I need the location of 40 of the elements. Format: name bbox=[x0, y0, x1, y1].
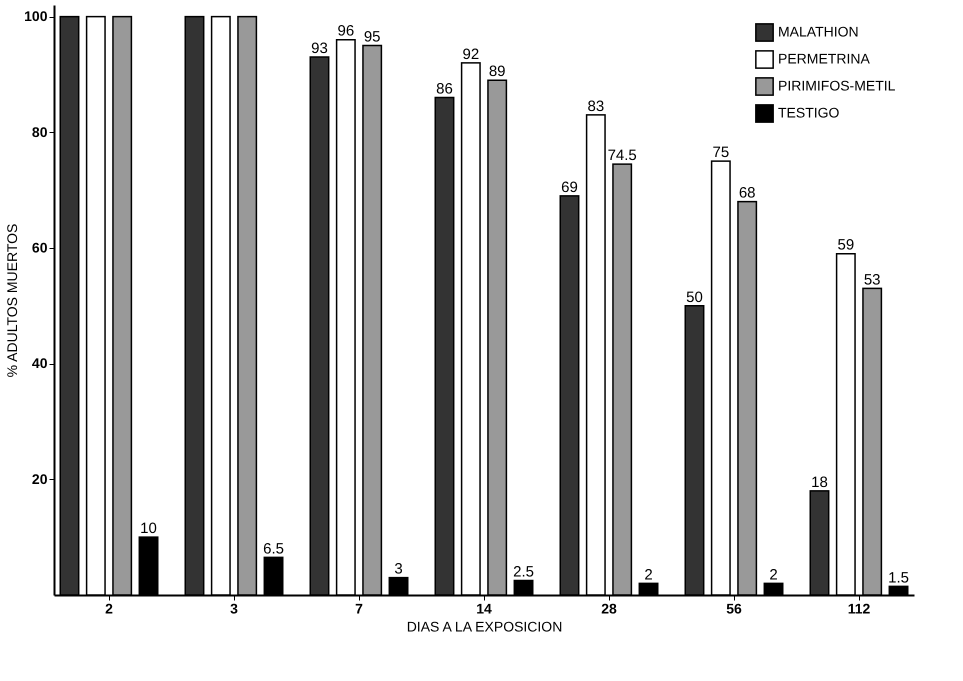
data-label: 74.5 bbox=[608, 147, 637, 164]
y-tick-label: 100 bbox=[24, 8, 48, 24]
x-tick-label: 3 bbox=[230, 600, 238, 616]
data-label: 18 bbox=[811, 474, 828, 491]
data-label: 1.5 bbox=[888, 569, 909, 586]
data-label: 93 bbox=[311, 40, 328, 58]
data-label: 68 bbox=[738, 184, 756, 202]
data-label: 53 bbox=[864, 271, 881, 288]
legend-label: PERMETRINA bbox=[778, 50, 870, 66]
data-label: 89 bbox=[488, 63, 506, 80]
data-label: 92 bbox=[462, 46, 480, 63]
legend-label: MALATHION bbox=[778, 24, 859, 40]
data-label: 69 bbox=[561, 178, 578, 196]
data-label: 96 bbox=[337, 22, 354, 40]
data-label: 59 bbox=[837, 236, 854, 254]
data-label: 75 bbox=[712, 144, 730, 162]
y-axis-title: % ADULTOS MUERTOS bbox=[4, 224, 20, 378]
x-tick-label: 2 bbox=[105, 600, 114, 616]
x-tick-label: 14 bbox=[476, 600, 492, 616]
x-tick-label: 112 bbox=[848, 600, 871, 616]
x-tick-label: 7 bbox=[355, 600, 364, 616]
data-label: 6.5 bbox=[263, 540, 284, 558]
x-tick-label: 56 bbox=[726, 600, 742, 616]
x-tick-label: 28 bbox=[601, 600, 617, 616]
x-axis-title: DIAS A LA EXPOSICION bbox=[406, 618, 562, 634]
y-tick-label: 80 bbox=[32, 124, 48, 140]
data-label: 86 bbox=[436, 80, 453, 98]
data-label: 50 bbox=[686, 288, 703, 306]
y-tick-label: 20 bbox=[32, 470, 48, 487]
y-tick-label: 60 bbox=[32, 239, 48, 256]
data-label: 2 bbox=[644, 566, 653, 584]
data-label: 95 bbox=[364, 28, 381, 46]
data-label: 83 bbox=[587, 98, 604, 115]
legend-label: PIRIMIFOS-METIL bbox=[778, 78, 896, 94]
data-label: 2 bbox=[769, 566, 778, 584]
data-label: 3 bbox=[394, 560, 403, 578]
data-label: 2.5 bbox=[513, 564, 534, 581]
y-tick-label: 40 bbox=[32, 355, 48, 372]
data-label: 10 bbox=[140, 520, 157, 538]
legend-label: TESTIGO bbox=[778, 104, 840, 120]
